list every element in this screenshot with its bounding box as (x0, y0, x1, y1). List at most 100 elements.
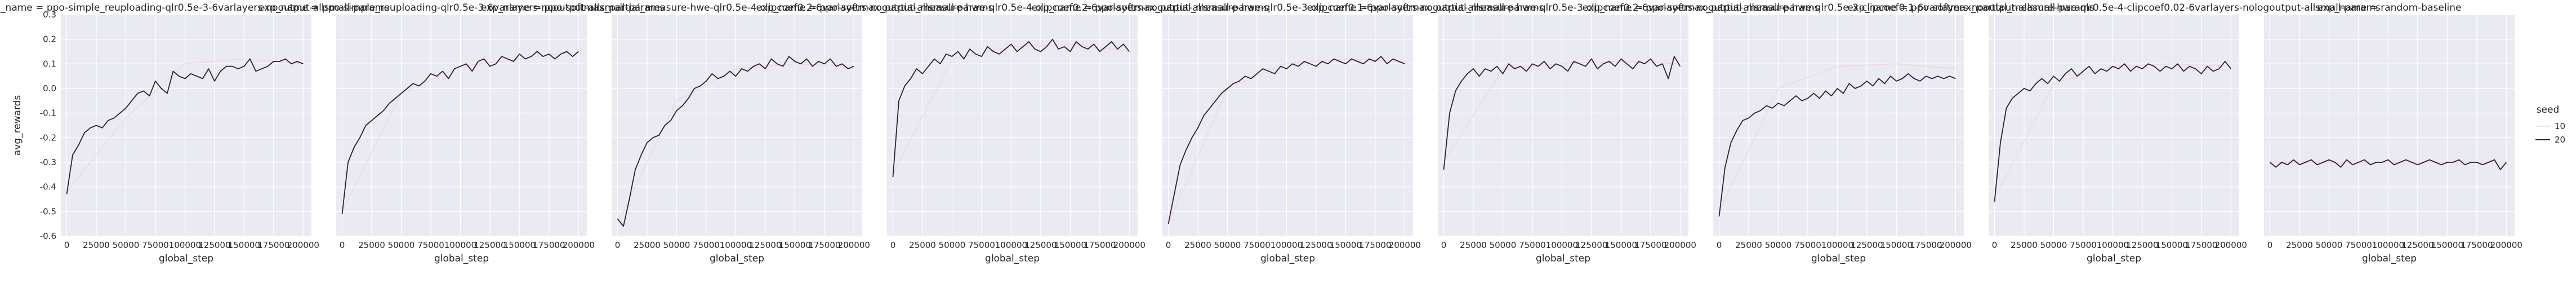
x-tick-label: 50000 (388, 240, 415, 250)
x-axis-label: global_step (1536, 253, 1590, 264)
x-tick-label: 125000 (2401, 240, 2434, 250)
x-tick-label: 75000 (2070, 240, 2097, 250)
x-tick-label: 175000 (1084, 240, 1116, 250)
series-line-20 (2269, 159, 2507, 171)
series-line-10 (1718, 63, 1956, 212)
x-axis-label: global_step (159, 253, 213, 264)
x-tick-label: 0 (1992, 240, 1998, 250)
x-tick-label: 50000 (2316, 240, 2343, 250)
x-tick-label: 125000 (1851, 240, 1883, 250)
series-line-10 (1167, 58, 1405, 224)
facet-title: exp_name = ppo-softmax_partial_measure-h… (1847, 2, 2381, 14)
y-tick-label: -0.1 (40, 108, 56, 118)
x-axis-label: global_step (1260, 253, 1315, 264)
x-tick-label: 75000 (1244, 240, 1271, 250)
facet-panel: 0 25000 50000 75000 100000125000150000175000… (756, 2, 1269, 264)
x-tick-label: 25000 (2286, 240, 2313, 250)
x-tick-label: 150000 (228, 240, 260, 250)
x-tick-label: 100000 (2097, 240, 2129, 250)
x-tick-label: 0 (1166, 240, 1171, 250)
facet-panel: 0 25000 50000 75000 100000125000150000175000… (1847, 2, 2381, 264)
facet-panel: 0 25000 50000 75000 100000125000150000175000… (1032, 2, 1544, 264)
plot-area-background (612, 15, 862, 236)
plot-area-background (1989, 15, 2239, 236)
x-tick-label: 50000 (2040, 240, 2067, 250)
y-tick-label: -0.4 (40, 182, 56, 192)
x-tick-label: 75000 (1794, 240, 1821, 250)
x-tick-label: 175000 (1634, 240, 1666, 250)
x-tick-label: 0 (340, 240, 345, 250)
x-tick-label: 75000 (2345, 240, 2372, 250)
x-tick-label: 200000 (1389, 240, 1421, 250)
y-tick-label: -0.5 (40, 206, 56, 216)
x-tick-label: 150000 (1330, 240, 1362, 250)
x-tick-label: 150000 (503, 240, 536, 250)
x-tick-label: 125000 (474, 240, 506, 250)
x-tick-label: 200000 (1940, 240, 1972, 250)
x-tick-label: 50000 (663, 240, 690, 250)
x-axis-label: global_step (1811, 253, 1866, 264)
x-tick-label: 125000 (1024, 240, 1057, 250)
x-tick-label: 125000 (198, 240, 230, 250)
series-line-20 (1443, 56, 1681, 170)
facet-title: exp_name = ppo-softmax_partial_measure-h… (1032, 2, 1544, 14)
x-tick-label: 125000 (1300, 240, 1332, 250)
x-tick-label: 150000 (1605, 240, 1637, 250)
x-tick-label: 0 (1441, 240, 1447, 250)
x-tick-label: 75000 (1519, 240, 1546, 250)
legend-label: 20 (2555, 135, 2565, 145)
facet-panel: 0 25000 50000 75000 100000125000150000175000… (481, 2, 993, 264)
x-tick-label: 200000 (563, 240, 595, 250)
series-line-20 (1994, 61, 2232, 202)
x-tick-label: 25000 (1735, 240, 1762, 250)
series-line-20 (1167, 56, 1405, 224)
x-axis-label: global_step (2087, 253, 2141, 264)
x-tick-label: 75000 (142, 240, 169, 250)
x-tick-label: 0 (2267, 240, 2273, 250)
x-tick-label: 125000 (749, 240, 781, 250)
series-line-20 (66, 58, 304, 194)
x-tick-label: 125000 (2126, 240, 2158, 250)
x-tick-label: 75000 (968, 240, 995, 250)
facet-panel: 0 25000 50000 75000 100000125000150000175000… (259, 2, 665, 264)
x-tick-label: 200000 (2490, 240, 2522, 250)
x-tick-label: 150000 (2431, 240, 2463, 250)
x-tick-label: 25000 (2011, 240, 2038, 250)
x-tick-label: 175000 (533, 240, 565, 250)
x-tick-label: 125000 (1575, 240, 1607, 250)
x-tick-label: 50000 (1490, 240, 1517, 250)
x-tick-label: 100000 (1546, 240, 1578, 250)
x-tick-label: 100000 (720, 240, 752, 250)
series-line-20 (1718, 73, 1956, 217)
x-axis-label: global_step (434, 253, 489, 264)
x-tick-label: 0 (615, 240, 621, 250)
x-tick-label: 25000 (1460, 240, 1487, 250)
y-tick-label: 0.2 (43, 34, 56, 45)
x-tick-label: 175000 (257, 240, 289, 250)
x-tick-label: 0 (64, 240, 70, 250)
facet-title: exp_name = random-baseline (2317, 2, 2461, 14)
x-tick-label: 75000 (417, 240, 444, 250)
legend-title: seed (2537, 104, 2560, 116)
y-axis-label: avg_rewards (12, 95, 23, 156)
facet-panel: 0 25000 50000 75000 100000125000150000175000… (0, 2, 389, 264)
facet-panel: 0 25000 50000 75000 100000125000150000175000… (1307, 2, 1820, 264)
x-tick-label: 50000 (1214, 240, 1241, 250)
x-tick-label: 50000 (1765, 240, 1792, 250)
x-axis-label: global_step (2362, 253, 2417, 264)
x-tick-label: 200000 (287, 240, 319, 250)
x-tick-label: 175000 (808, 240, 840, 250)
legend-label: 10 (2555, 121, 2565, 131)
x-tick-label: 50000 (113, 240, 140, 250)
x-tick-label: 100000 (169, 240, 201, 250)
x-tick-label: 200000 (2215, 240, 2247, 250)
y-tick-label: -0.2 (40, 132, 56, 143)
x-tick-label: 100000 (1821, 240, 1853, 250)
x-tick-label: 175000 (2461, 240, 2493, 250)
x-tick-label: 175000 (1359, 240, 1391, 250)
x-tick-label: 75000 (693, 240, 720, 250)
plot-area-background (2264, 15, 2515, 236)
x-tick-label: 25000 (909, 240, 936, 250)
series-line-20 (617, 56, 854, 227)
x-tick-label: 50000 (939, 240, 966, 250)
